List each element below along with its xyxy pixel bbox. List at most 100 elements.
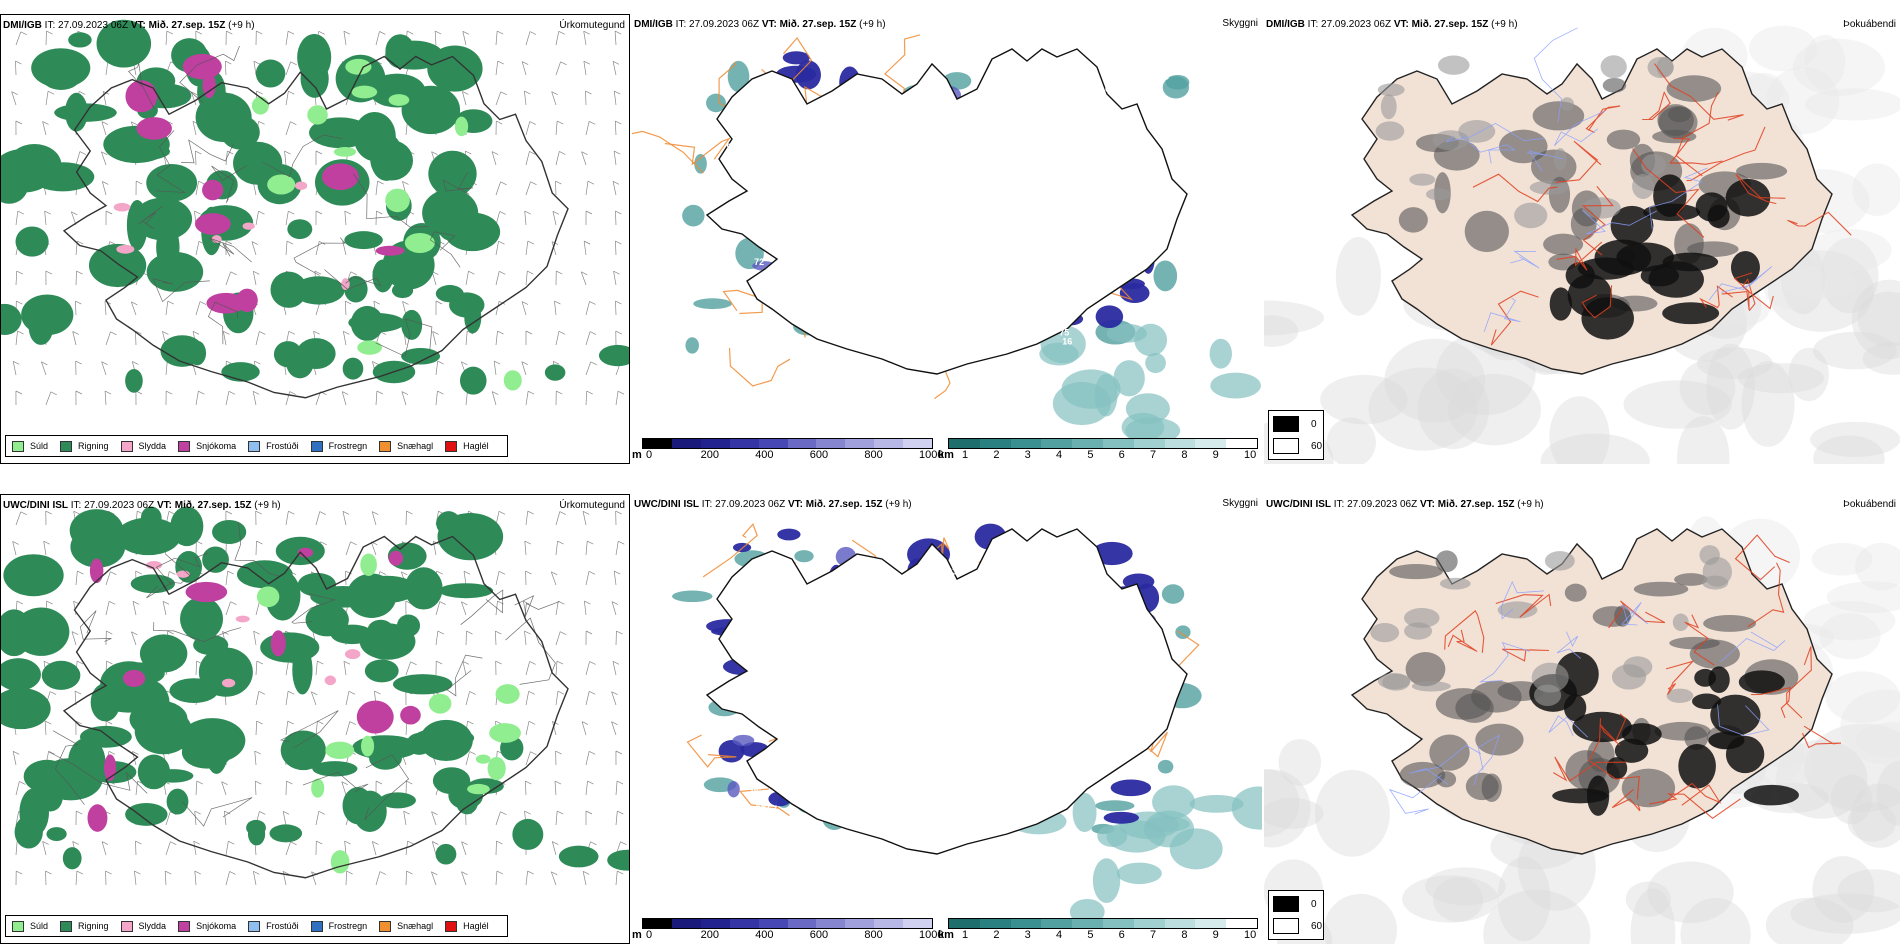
ceiling-label: 134 [720, 333, 735, 343]
ceiling-label: 105 [930, 817, 945, 827]
ceiling-label: 100 [720, 327, 735, 337]
precip-legend-item: Snjókoma [178, 920, 237, 932]
ceiling-label: 48 [1090, 287, 1100, 297]
legend-label: 0 [1311, 418, 1317, 430]
panel-header: UWC/DINI ISL IT: 27.09.2023 06Z VT: Mið.… [1266, 499, 1544, 510]
ceiling-label: 57 [1124, 629, 1134, 639]
ceiling-label: 97 [843, 278, 853, 288]
ceiling-map: 77 37 75 63 91 48 9 72 87 81 69 43 49 66 57 62 82 45 51 67 9… [671, 523, 1262, 925]
ceiling-label: 63 [861, 316, 871, 326]
legend-label: 60 [1311, 440, 1323, 452]
ceiling-label: 46 [1013, 720, 1023, 730]
colorbar-tick: 5 [1087, 929, 1094, 941]
ceiling-label: 185 [1042, 194, 1057, 204]
colorbar-swatch [643, 919, 672, 928]
colorbar-tick: 6 [1118, 449, 1125, 461]
ceiling-label: 52 [881, 203, 891, 213]
ceiling-label: 81 [1020, 104, 1030, 114]
iceland-outline [62, 55, 569, 399]
ceiling-label: 06 [1105, 84, 1115, 94]
legend-swatch [120, 920, 133, 932]
colorbar-swatch [1010, 439, 1042, 448]
ceiling-label: 63 [929, 320, 939, 330]
colorbar-swatch [700, 439, 730, 448]
colorbar-swatch [671, 919, 701, 928]
ceiling-label: 107 [1075, 650, 1090, 660]
colorbar-tick: 800 [864, 929, 883, 941]
roads [1445, 27, 1852, 346]
colorbar-tick: 400 [755, 929, 774, 941]
iceland-outline [705, 528, 1188, 855]
fog-legend-item: 60 [1273, 438, 1322, 454]
ceiling-vis-panel-dmi: DMI/IGB IT: 27.09.2023 06Z VT: Mið. 27.s… [632, 14, 1262, 464]
precip-legend-item: Frostregn [310, 920, 367, 932]
ceiling-label: 57 [767, 804, 777, 814]
ceiling-label: 74 [980, 744, 990, 754]
precip-legend-item: Snæhagl [379, 920, 434, 932]
visibility-label: 14 [885, 657, 894, 666]
ceiling-label: 43 [965, 329, 975, 339]
colorbar-swatches [642, 918, 933, 929]
legend-label: Snæhagl [397, 921, 434, 931]
ceiling-label: 76 [1049, 267, 1059, 277]
ceiling-label: 186 [954, 815, 969, 825]
visibility-label: 12 [1119, 224, 1128, 233]
ceiling-label: 90 [799, 792, 809, 802]
ceiling-label: 45 [1007, 684, 1017, 694]
colorbar-tick: 1000 [919, 929, 944, 941]
ceiling-label: 75 [785, 547, 795, 557]
colorbar-swatch [700, 919, 730, 928]
colorbar-swatches [948, 438, 1258, 449]
colorbar-swatch [1133, 919, 1165, 928]
roads [48, 522, 560, 827]
colorbar-tick: 6 [1118, 929, 1125, 941]
colorbar-tick: 10 [1244, 929, 1257, 941]
colorbar-swatch [1102, 439, 1134, 448]
ceiling-label: 58 [1145, 304, 1155, 314]
ceiling-label: 71 [816, 133, 826, 143]
legend-label: 60 [1311, 920, 1323, 932]
colorbar-swatch [1164, 439, 1196, 448]
legend-swatch [248, 920, 261, 932]
colorbar-swatch [729, 439, 759, 448]
colorbar-tick: 800 [864, 449, 883, 461]
precip-legend-item: Rigning [60, 440, 109, 452]
precip-fields [1, 19, 629, 395]
precip-fields [1, 506, 629, 874]
legend-swatch [120, 440, 133, 452]
legend-label: Snjókoma [196, 921, 237, 931]
ceiling-label: 63 [947, 567, 957, 577]
colorbar-tick: 8 [1181, 449, 1188, 461]
colorbar-swatch [1164, 919, 1196, 928]
panel-title: Þokuábendi [1843, 19, 1896, 30]
legend-swatch [178, 920, 191, 932]
colorbar-swatch [1226, 439, 1257, 448]
ceiling-label: 03 [1108, 136, 1118, 146]
legend-label: Snjókoma [196, 441, 237, 451]
precip-legend: Súld Rigning Slydda Snjókoma Frostúði Frostre… [5, 915, 508, 937]
ceiling-label: 63 [866, 767, 876, 777]
ceiling-label: 57 [801, 130, 811, 140]
ceiling-label: 81 [1069, 658, 1079, 668]
visibility-label: 8 [967, 759, 972, 768]
colorbar-tick: 400 [755, 449, 774, 461]
legend-swatch [1273, 416, 1299, 432]
colorbar-unit: m [632, 929, 642, 941]
legend-label: Rigning [78, 921, 109, 931]
colorbar-tick: 2 [993, 929, 1000, 941]
legend-label: 0 [1311, 898, 1317, 910]
ceiling-label: 104 [812, 105, 827, 115]
colorbar-tick: 9 [1212, 929, 1219, 941]
ceiling-label: 80 [929, 176, 939, 186]
colorbar-tick: 2 [993, 449, 1000, 461]
panel-title: Þokuábendi [1843, 499, 1896, 510]
precip-legend-item: Súld [12, 440, 48, 452]
fog-index-field [1370, 545, 1799, 816]
legend-swatch [1273, 438, 1299, 454]
ceiling-label: 48 [1073, 783, 1083, 793]
colorbar-swatch [903, 919, 933, 928]
visibility-label: 22 [1051, 605, 1060, 614]
colorbar-swatch [758, 919, 788, 928]
precip-legend-item: Rigning [60, 920, 109, 932]
colorbar-tick: 600 [809, 449, 829, 461]
